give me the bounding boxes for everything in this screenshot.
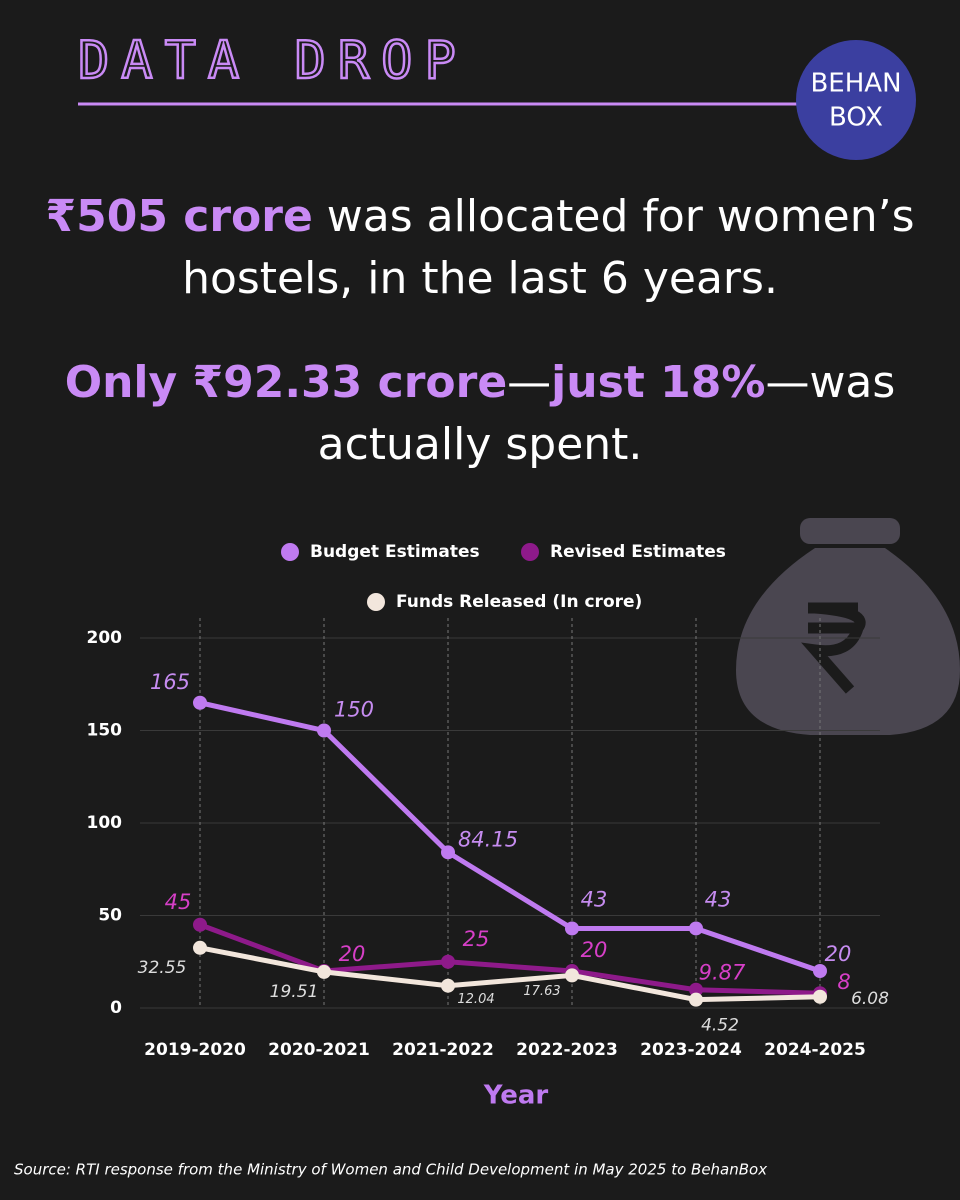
data-point [813, 989, 827, 1004]
data-point [193, 695, 207, 710]
y-tick-label: 50 [98, 906, 122, 926]
data-label: 84.15 [458, 827, 518, 851]
data-label: 150 [334, 698, 374, 722]
logo-circle [796, 40, 916, 160]
data-label: 17.63 [523, 984, 560, 999]
data-point [689, 921, 703, 936]
x-axis-label: Year [483, 1081, 549, 1111]
data-label: 9.87 [699, 961, 746, 985]
data-label: 12.04 [457, 992, 494, 1007]
headline: Only ₹92.33 crore—just 18%—was actually … [20, 352, 940, 476]
headline-segment: was allocated for women’s hostels, in th… [182, 191, 915, 304]
data-label: 25 [463, 927, 490, 951]
data-point [565, 968, 579, 983]
data-point [441, 845, 455, 860]
series-line [199, 700, 821, 974]
legend-label: Revised Estimates [550, 542, 726, 562]
data-point [193, 940, 207, 955]
data-label: 20 [339, 942, 366, 966]
legend-marker [521, 543, 539, 561]
source-note: Source: RTI response from the Ministry o… [14, 1161, 767, 1179]
y-tick-label: 0 [110, 998, 122, 1018]
y-tick-label: 100 [87, 813, 123, 833]
legend-label: Funds Released (In crore) [396, 592, 642, 612]
data-point [193, 917, 207, 932]
x-tick-label: 2019-2020 [144, 1040, 246, 1060]
x-tick-label: 2024-2025 [764, 1040, 866, 1060]
headline: ₹505 crore was allocated for women’s hos… [20, 186, 940, 310]
headline-segment: Only ₹92.33 crore [64, 357, 508, 408]
y-tick-label: 200 [87, 628, 123, 648]
logo-line: BEHAN [810, 69, 901, 99]
headline-segment: ₹505 crore [45, 191, 313, 242]
data-label: 20 [581, 938, 608, 962]
header-title: DATA DROP [78, 31, 468, 91]
data-point [441, 978, 455, 993]
data-label: 43 [705, 887, 732, 911]
series-line [199, 922, 821, 996]
headline-segment: —was actually spent. [317, 357, 896, 470]
data-point [813, 964, 827, 978]
data-label: 32.55 [138, 958, 187, 978]
data-label: 165 [150, 670, 190, 694]
data-point [441, 954, 455, 969]
money-bag-icon [736, 518, 960, 735]
data-point [317, 964, 331, 979]
data-label: 4.52 [701, 1016, 739, 1036]
x-tick-label: 2022-2023 [516, 1040, 618, 1060]
data-label: 8 [837, 970, 850, 994]
legend-label: Budget Estimates [310, 542, 480, 562]
x-tick-label: 2023-2024 [640, 1040, 742, 1060]
data-label: 20 [825, 942, 852, 966]
data-point [565, 921, 579, 936]
x-tick-label: 2020-2021 [268, 1040, 370, 1060]
data-label: 19.51 [270, 982, 319, 1002]
legend-marker [367, 593, 385, 611]
series-line [199, 945, 821, 1003]
data-point [689, 982, 703, 997]
data-label: 6.08 [851, 989, 889, 1009]
logo-line: BOX [829, 103, 883, 133]
x-tick-label: 2021-2022 [392, 1040, 494, 1060]
data-point [317, 723, 331, 738]
y-tick-label: 150 [87, 721, 123, 741]
headline-segment: — [507, 357, 552, 408]
data-point [689, 992, 703, 1007]
data-label: 43 [581, 887, 608, 911]
headline-segment: just 18% [551, 357, 766, 408]
data-label: 45 [165, 890, 192, 914]
legend-marker [281, 543, 299, 561]
